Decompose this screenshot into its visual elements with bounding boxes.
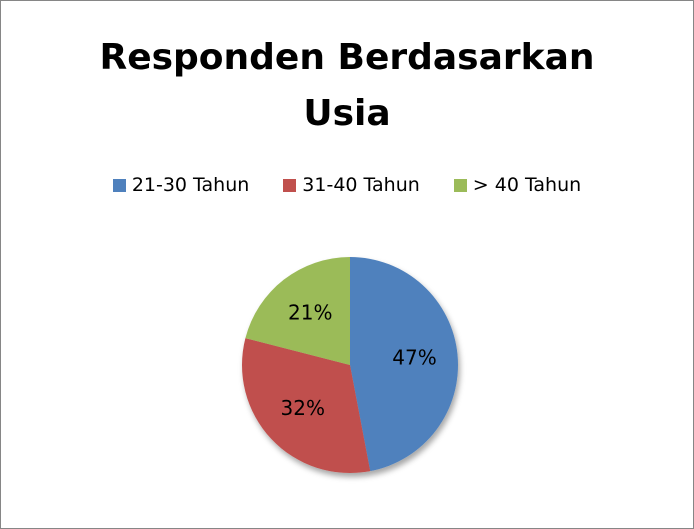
pie (241, 257, 459, 473)
data-label: 47% (392, 345, 436, 369)
chart-title: Responden Berdasarkan Usia (99, 37, 595, 134)
data-label: 21% (288, 300, 332, 324)
legend: 21-30 Tahun 31-40 Tahun > 40 Tahun (0, 174, 694, 196)
pie-slice (350, 257, 459, 472)
legend-label: > 40 Tahun (472, 174, 582, 196)
pie-slice (245, 257, 350, 365)
legend-entry: 31-40 Tahun (283, 174, 420, 196)
legend-swatch (453, 178, 467, 192)
legend-label: 31-40 Tahun (302, 174, 420, 196)
legend-swatch (283, 178, 297, 192)
legend-entry: > 40 Tahun (453, 174, 582, 196)
legend-label: 21-30 Tahun (131, 174, 250, 196)
pie-slice (241, 338, 371, 473)
data-label: 32% (281, 396, 325, 420)
legend-swatch (112, 178, 126, 192)
legend-entry: 21-30 Tahun (112, 174, 250, 196)
